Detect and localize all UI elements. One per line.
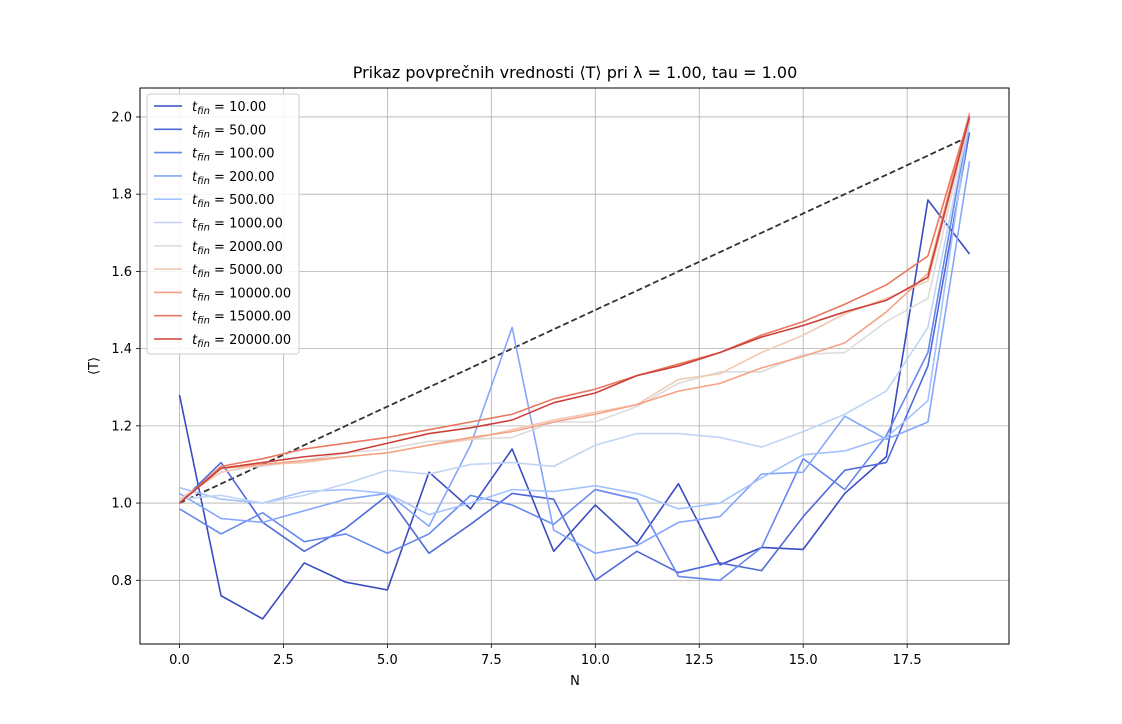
series-line-8: [179, 118, 971, 500]
x-tick-label: 15.0: [789, 653, 818, 668]
legend-label: tfin = 100.00: [192, 147, 275, 164]
x-tick-label: 10.0: [581, 653, 610, 668]
reference-line-group: [179, 135, 970, 504]
x-tick-label: 2.5: [273, 653, 294, 668]
legend-label: tfin = 50.00: [192, 123, 266, 140]
series-line-10: [178, 114, 971, 504]
x-tick-label: 12.5: [685, 653, 714, 668]
legend-label: tfin = 500.00: [192, 193, 275, 210]
x-tick-label: 7.5: [481, 653, 502, 668]
series-line-2: [178, 132, 971, 582]
chart-title: Prikaz povprečnih vrednosti ⟨T⟩ pri λ = …: [353, 63, 798, 82]
series-line-6: [179, 118, 971, 504]
series-line-1: [178, 199, 971, 620]
x-axis-ticks: 0.0 2.5 5.0 7.5 10.0 12.5 15.0 17.5: [169, 644, 922, 668]
legend-label: tfin = 1000.00: [192, 217, 283, 234]
x-axis-label: N: [570, 674, 580, 689]
legend-label: tfin = 15000.00: [192, 310, 291, 327]
y-tick-label: 1.2: [111, 419, 132, 434]
series-line-5: [179, 120, 971, 516]
series-line-11: [178, 116, 971, 504]
series-line-4: [179, 161, 971, 555]
plot-frame: [139, 87, 1010, 645]
x-tick-label: 5.0: [377, 653, 398, 668]
y-tick-label: 1.4: [111, 342, 132, 357]
y-tick-label: 1.8: [111, 188, 132, 203]
legend-label: tfin = 20000.00: [192, 333, 291, 350]
series-line-9: [178, 112, 971, 504]
legend: tfin = 10.00 tfin = 50.00 tfin = 100.00 tfi…: [146, 93, 300, 355]
x-tick-label: 0.0: [169, 653, 190, 668]
reference-line: [179, 135, 970, 504]
grid: [140, 88, 1009, 644]
legend-label: tfin = 5000.00: [192, 263, 283, 280]
y-tick-label: 1.6: [111, 265, 132, 280]
y-tick-label: 1.0: [111, 497, 132, 512]
y-axis-label: ⟨T⟩: [87, 357, 102, 375]
legend-label: tfin = 200.00: [192, 170, 275, 187]
series-lines: [178, 112, 971, 620]
legend-label: tfin = 2000.00: [192, 240, 283, 257]
legend-box: [146, 93, 300, 355]
y-tick-label: 0.8: [111, 574, 132, 589]
series-line-3: [179, 118, 971, 582]
y-axis-ticks: 0.8 1.0 1.2 1.4 1.6 1.8 2.0: [111, 110, 140, 589]
y-tick-label: 2.0: [111, 110, 132, 125]
legend-label: tfin = 10.00: [192, 100, 266, 117]
x-tick-label: 17.5: [893, 653, 922, 668]
legend-label: tfin = 10000.00: [192, 286, 291, 303]
